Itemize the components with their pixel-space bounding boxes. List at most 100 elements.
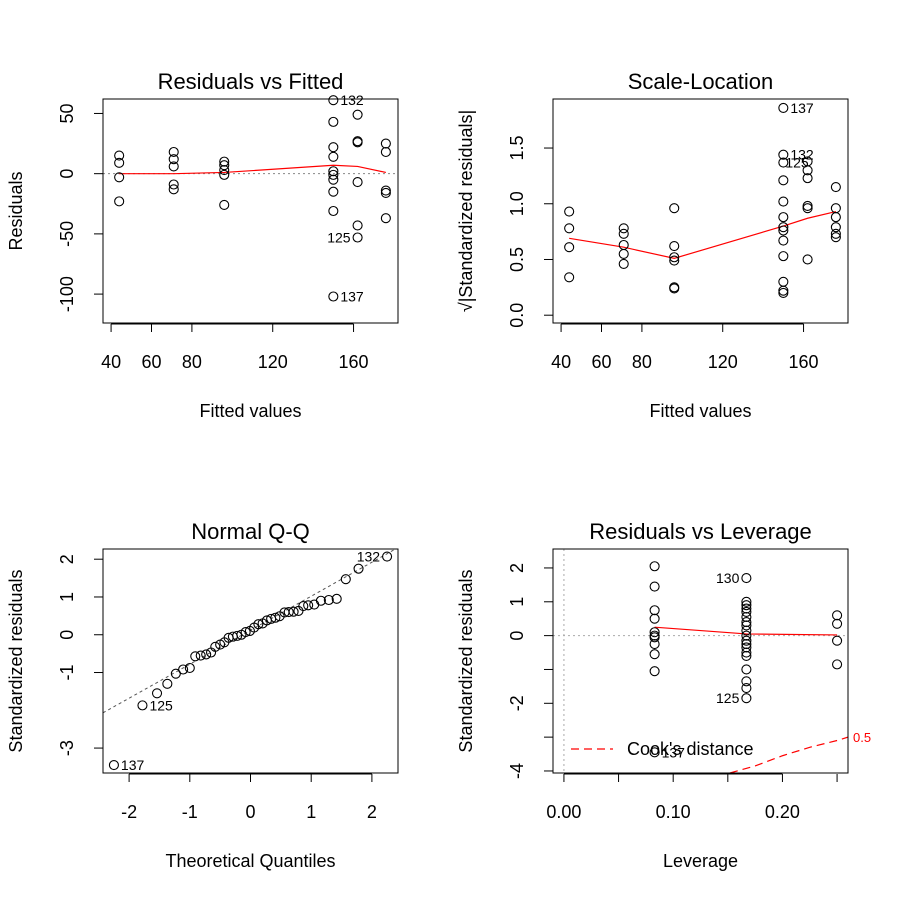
- y-tick-label: 1.0: [507, 191, 527, 216]
- data-point: [564, 242, 575, 253]
- cooks-distance-level-label: 0.5: [853, 730, 871, 745]
- data-point: [328, 142, 339, 153]
- data-point: [328, 291, 339, 302]
- plot-title: Scale-Location: [628, 69, 774, 94]
- data-point: [380, 213, 391, 224]
- data-point: [328, 186, 339, 197]
- data-point: [328, 151, 339, 162]
- data-point: [649, 632, 660, 643]
- data-point: [778, 157, 789, 168]
- data-point: [669, 283, 680, 294]
- data-point: [618, 248, 629, 259]
- data-point: [380, 187, 391, 198]
- point-label: 137: [790, 100, 814, 116]
- x-tick-label: 80: [632, 352, 652, 372]
- plot-title: Normal Q-Q: [191, 519, 310, 544]
- cooks-distance-contour: [729, 736, 848, 773]
- plot-frame: [102, 548, 399, 774]
- data-point: [108, 760, 119, 771]
- data-point: [240, 627, 251, 638]
- data-point: [210, 641, 221, 652]
- data-point: [232, 630, 243, 641]
- data-point: [778, 212, 789, 223]
- point-label: 125: [785, 155, 809, 171]
- y-axis-label: Residuals: [6, 171, 26, 250]
- data-point: [168, 179, 179, 190]
- x-tick-label: 2: [367, 802, 377, 822]
- data-point: [778, 149, 789, 160]
- data-point: [649, 666, 660, 677]
- data-point: [190, 651, 201, 662]
- data-point: [669, 203, 680, 214]
- data-point: [741, 693, 752, 704]
- data-point: [114, 157, 125, 168]
- data-point: [832, 635, 843, 646]
- data-point: [353, 563, 364, 574]
- y-tick-label: -1: [57, 665, 77, 681]
- data-point: [352, 109, 363, 120]
- x-tick-label: 60: [141, 352, 161, 372]
- x-tick-label: 40: [101, 352, 121, 372]
- x-axis-label: Leverage: [663, 851, 738, 871]
- data-point: [137, 700, 148, 711]
- data-point: [340, 574, 351, 585]
- data-point: [778, 196, 789, 207]
- legend: Cook's distance: [571, 739, 754, 759]
- x-tick-label: 0.10: [656, 802, 691, 822]
- y-tick-label: 0.0: [507, 303, 527, 328]
- data-point: [564, 223, 575, 234]
- y-axis-label: Standardized residuals: [456, 569, 476, 752]
- data-point: [380, 146, 391, 158]
- data-point: [352, 177, 363, 188]
- y-tick-label: -50: [57, 221, 77, 247]
- x-axis-label: Fitted values: [199, 401, 301, 421]
- y-tick-label: 0.5: [507, 247, 527, 272]
- plot-frame: [552, 98, 849, 324]
- point-label: 125: [149, 697, 173, 713]
- data-point: [741, 683, 752, 694]
- y-tick-label: 1.5: [507, 136, 527, 161]
- data-point: [741, 650, 752, 661]
- data-point: [741, 606, 752, 617]
- y-tick-label: -4: [507, 763, 527, 779]
- plot-title: Residuals vs Fitted: [158, 69, 344, 94]
- point-label: 132: [340, 92, 364, 108]
- data-point: [741, 611, 752, 623]
- data-point: [303, 600, 314, 611]
- data-point: [778, 287, 789, 298]
- plot-frame: [102, 98, 399, 324]
- data-point: [649, 649, 660, 660]
- data-point: [618, 228, 629, 239]
- data-point: [328, 116, 339, 127]
- y-axis-label: √|Standardized residuals|: [456, 110, 476, 312]
- data-point: [778, 251, 789, 262]
- data-point: [649, 613, 660, 624]
- data-point: [219, 169, 230, 180]
- legend-label: Cook's distance: [627, 739, 754, 759]
- data-point: [741, 620, 752, 631]
- data-point: [802, 200, 813, 212]
- data-point: [830, 203, 841, 214]
- x-tick-label: 60: [591, 352, 611, 372]
- data-point: [830, 212, 841, 223]
- data-point: [352, 220, 363, 231]
- data-point: [283, 607, 294, 618]
- data-point: [830, 228, 841, 239]
- data-point: [802, 203, 813, 214]
- data-point: [564, 206, 575, 217]
- data-point: [114, 172, 125, 183]
- data-point: [830, 222, 841, 233]
- data-point: [114, 196, 125, 207]
- data-point: [741, 635, 752, 646]
- data-point: [832, 618, 843, 629]
- y-tick-label: -2: [507, 695, 527, 711]
- plot-frame: [552, 548, 849, 774]
- data-point: [298, 600, 309, 612]
- x-tick-label: 0: [245, 802, 255, 822]
- data-point: [741, 664, 752, 675]
- data-point: [352, 232, 363, 243]
- x-tick-label: 0.20: [765, 802, 800, 822]
- plot-panel-3: Normal Q-Q -2 -1 0 1 2 Theoretical Quantiles -3…: [6, 519, 399, 871]
- data-point: [741, 600, 752, 611]
